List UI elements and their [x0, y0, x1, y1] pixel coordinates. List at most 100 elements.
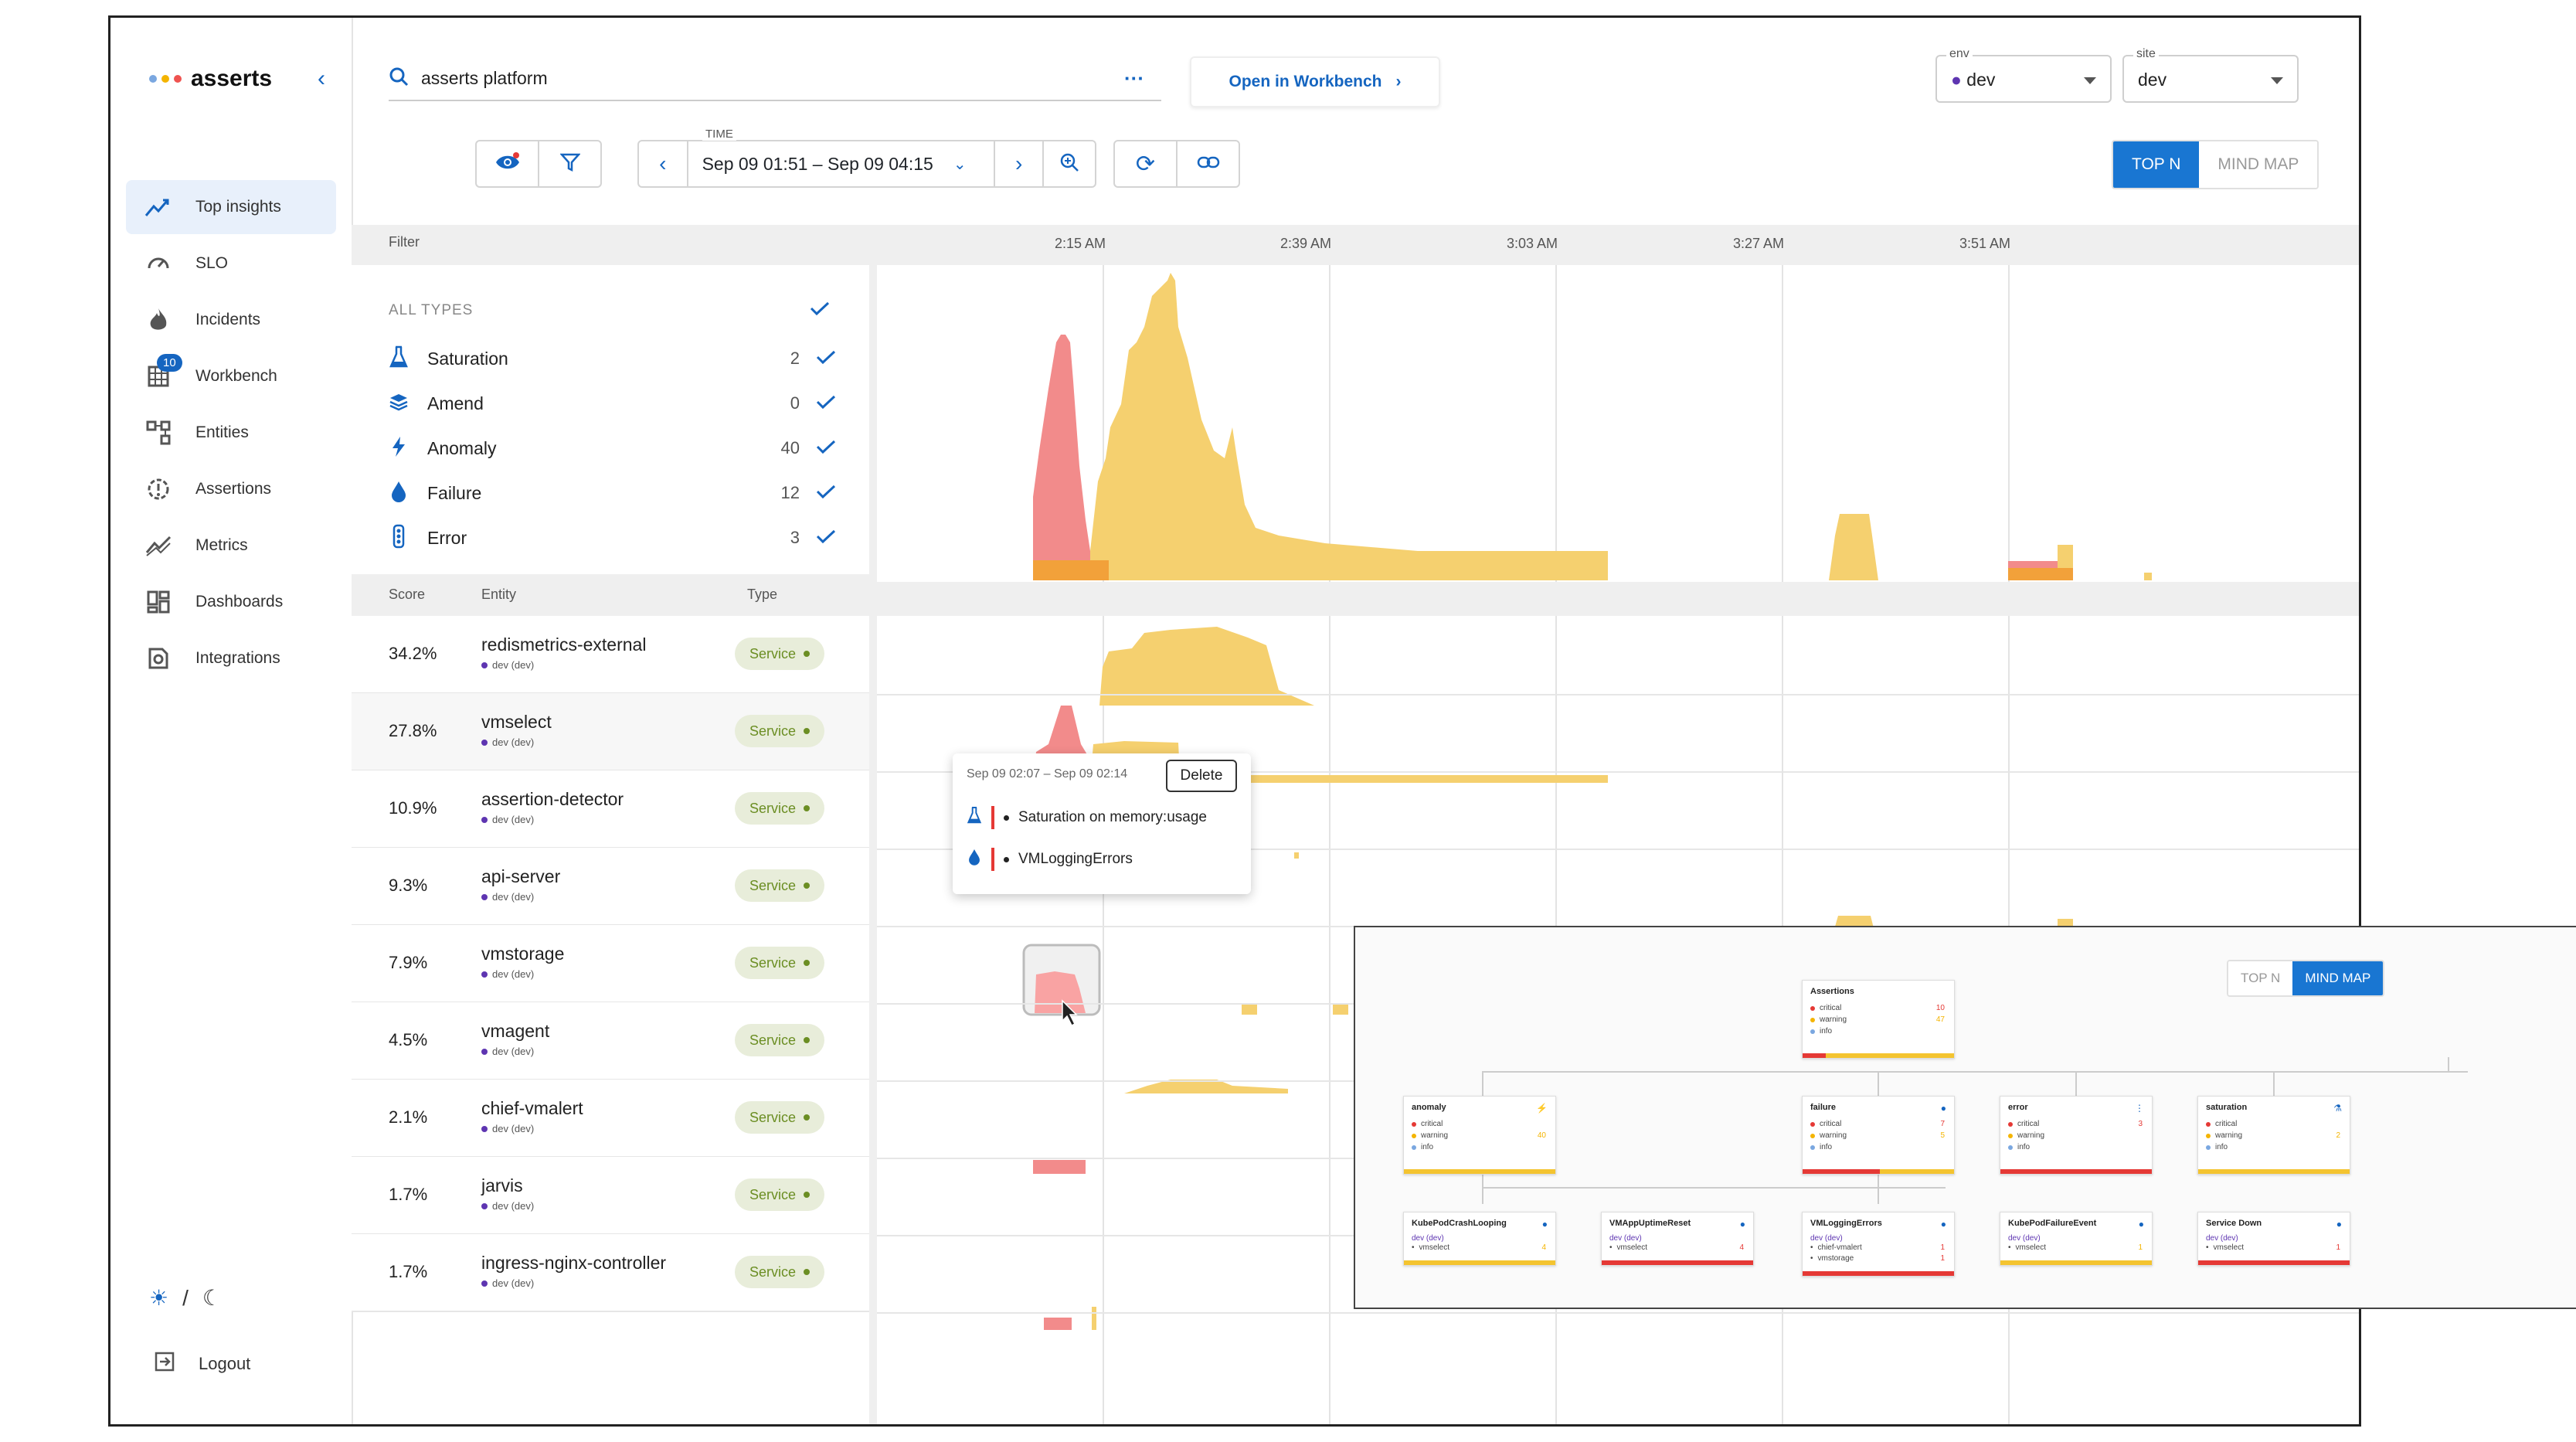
type-label: Saturation [427, 348, 508, 369]
row-entity[interactable]: assertion-detector [481, 789, 624, 809]
mindmap-node-saturation[interactable]: saturation ⚗ critical warning 2 info [2197, 1096, 2350, 1175]
mindmap-node-error[interactable]: error ⋮ critical 3 warning info [2000, 1096, 2153, 1175]
sidebar-item-dashboards[interactable]: Dashboards [126, 575, 336, 629]
sidebar-item-assertions[interactable]: Assertions [126, 462, 336, 516]
column-score[interactable]: Score [389, 587, 426, 602]
theme-toggle[interactable]: ☀ / ☾ [149, 1285, 222, 1311]
row-env: dev (dev) [481, 1277, 534, 1289]
check-icon[interactable] [815, 394, 837, 413]
node-title: anomaly [1412, 1103, 1446, 1112]
node-row: info [1810, 1143, 1832, 1151]
sidebar-item-entities[interactable]: Entities [126, 406, 336, 460]
mindmap-node-alert[interactable]: Service Down ● dev (dev) • vmselect 1 [2197, 1212, 2350, 1266]
node-severity-bar [1404, 1169, 1555, 1174]
row-entity[interactable]: api-server [481, 866, 561, 886]
table-row[interactable]: 1.7% jarvis dev (dev) Service [352, 1157, 869, 1235]
chevron-right-icon: › [1395, 73, 1402, 90]
mindmap-node-alert[interactable]: VMAppUptimeReset ● dev (dev) • vmselect 4 [1601, 1212, 1754, 1266]
sidebar-item-metrics[interactable]: Metrics [126, 519, 336, 573]
node-row-label: info [1421, 1143, 1434, 1151]
alert-circle-icon [143, 474, 174, 505]
sidebar-item-slo[interactable]: SLO [126, 236, 336, 291]
type-badge: Service [735, 638, 824, 670]
type-filter-failure[interactable]: Failure 12 [389, 474, 837, 512]
row-entity[interactable]: redismetrics-external [481, 634, 647, 655]
row-entity[interactable]: vmselect [481, 712, 552, 732]
node-row: warning [1412, 1131, 1448, 1140]
table-row[interactable]: 34.2% redismetrics-external dev (dev) Se… [352, 616, 869, 694]
row-env: dev (dev) [481, 1046, 534, 1057]
all-types-check-icon[interactable] [809, 301, 831, 320]
prev-range-button[interactable]: ‹ [639, 141, 688, 186]
time-range-select[interactable]: Sep 09 01:51 – Sep 09 04:15 ⌄ [688, 141, 995, 186]
popup-item[interactable]: Saturation on memory:usage [967, 806, 1207, 829]
visibility-button[interactable] [477, 141, 539, 186]
mindmap-node-failure[interactable]: failure ● critical 7 warning 5 info [1802, 1096, 1955, 1175]
row-entity[interactable]: jarvis [481, 1175, 523, 1195]
delete-button[interactable]: Delete [1166, 760, 1237, 792]
panel-resize-handle[interactable] [869, 225, 877, 1424]
share-link-button[interactable] [1178, 141, 1239, 186]
popup-item-label: VMLoggingErrors [1018, 851, 1133, 867]
node-severity-bar [2000, 1169, 2152, 1174]
sidebar-item-integrations[interactable]: Integrations [126, 631, 336, 685]
table-row[interactable]: 1.7% ingress-nginx-controller dev (dev) … [352, 1234, 869, 1312]
open-in-workbench-button[interactable]: Open in Workbench › [1190, 56, 1440, 107]
drop-icon: ● [1739, 1219, 1745, 1229]
row-entity[interactable]: chief-vmalert [481, 1098, 583, 1118]
check-icon[interactable] [815, 439, 837, 458]
row-entity[interactable]: vmagent [481, 1021, 550, 1041]
type-filter-amend[interactable]: Amend 0 [389, 384, 837, 423]
filter-button[interactable] [539, 141, 600, 186]
node-title: VMLoggingErrors [1810, 1219, 1882, 1228]
env-select[interactable]: env ● dev [1935, 47, 2112, 103]
sidebar-item-label: Integrations [195, 649, 280, 667]
search-input[interactable]: asserts platform [421, 67, 548, 88]
table-row[interactable]: 10.9% assertion-detector dev (dev) Servi… [352, 770, 869, 849]
type-filter-saturation[interactable]: Saturation 2 [389, 339, 837, 378]
check-icon[interactable] [815, 484, 837, 503]
column-entity[interactable]: Entity [481, 587, 517, 602]
mindmap-node-anomaly[interactable]: anomaly ⚡ critical warning 40 info [1403, 1096, 1556, 1175]
refresh-button[interactable]: ⟳ [1115, 141, 1178, 186]
row-entity[interactable]: ingress-nginx-controller [481, 1253, 667, 1273]
zoom-icon [1059, 152, 1079, 176]
mindmap-node-alert[interactable]: VMLoggingErrors ● dev (dev) • chief-vmale… [1802, 1212, 1955, 1277]
logout-button[interactable]: Logout [154, 1351, 250, 1377]
more-options-icon[interactable]: ··· [1124, 66, 1144, 90]
sun-icon[interactable]: ☀ [149, 1286, 169, 1310]
table-row[interactable]: 4.5% vmagent dev (dev) Service [352, 1002, 869, 1080]
sidebar-item-incidents[interactable]: Incidents [126, 293, 336, 347]
logo[interactable]: asserts [149, 66, 272, 92]
site-select[interactable]: site dev [2122, 47, 2299, 103]
column-type[interactable]: Type [747, 587, 778, 602]
mind-map-button[interactable]: MIND MAP [2199, 141, 2318, 188]
table-row[interactable]: 9.3% api-server dev (dev) Service [352, 848, 869, 926]
mindmap-node-alert[interactable]: KubePodFailureEvent ● dev (dev) • vmselec… [2000, 1212, 2153, 1266]
mindmap-node-alert[interactable]: KubePodCrashLooping ● dev (dev) • vmselec… [1403, 1212, 1556, 1266]
search-bar[interactable]: asserts platform ··· [389, 56, 1161, 101]
top-n-button[interactable]: TOP N [2228, 961, 2293, 995]
table-row[interactable]: 27.8% vmselect dev (dev) Service [352, 693, 869, 771]
collapse-sidebar-icon[interactable]: ‹ [318, 66, 325, 91]
check-icon[interactable] [815, 349, 837, 369]
check-icon[interactable] [815, 529, 837, 548]
popup-item[interactable]: VMLoggingErrors [967, 848, 1133, 871]
mind-map-button[interactable]: MIND MAP [2292, 961, 2384, 995]
top-n-button[interactable]: TOP N [2113, 141, 2200, 188]
popup-item-label: Saturation on memory:usage [1018, 809, 1207, 825]
zoom-button[interactable] [1044, 141, 1095, 186]
type-filter-anomaly[interactable]: Anomaly 40 [389, 429, 837, 468]
chevron-down-icon [2271, 77, 2283, 84]
moon-icon[interactable]: ☾ [202, 1286, 222, 1310]
sidebar-item-workbench[interactable]: 10 Workbench [126, 349, 336, 403]
sidebar: asserts ‹ Top insights SLO Incidents 10 … [110, 18, 353, 1424]
table-row[interactable]: 2.1% chief-vmalert dev (dev) Service [352, 1080, 869, 1158]
node-severity-bar [1602, 1260, 1753, 1265]
type-filter-error[interactable]: Error 3 [389, 519, 837, 557]
next-range-button[interactable]: › [995, 141, 1045, 186]
table-row[interactable]: 7.9% vmstorage dev (dev) Service [352, 925, 869, 1003]
row-entity[interactable]: vmstorage [481, 944, 565, 964]
mindmap-node-root[interactable]: Assertions critical 10 warning 47 info [1802, 980, 1955, 1059]
sidebar-item-top-insights[interactable]: Top insights [126, 180, 336, 234]
